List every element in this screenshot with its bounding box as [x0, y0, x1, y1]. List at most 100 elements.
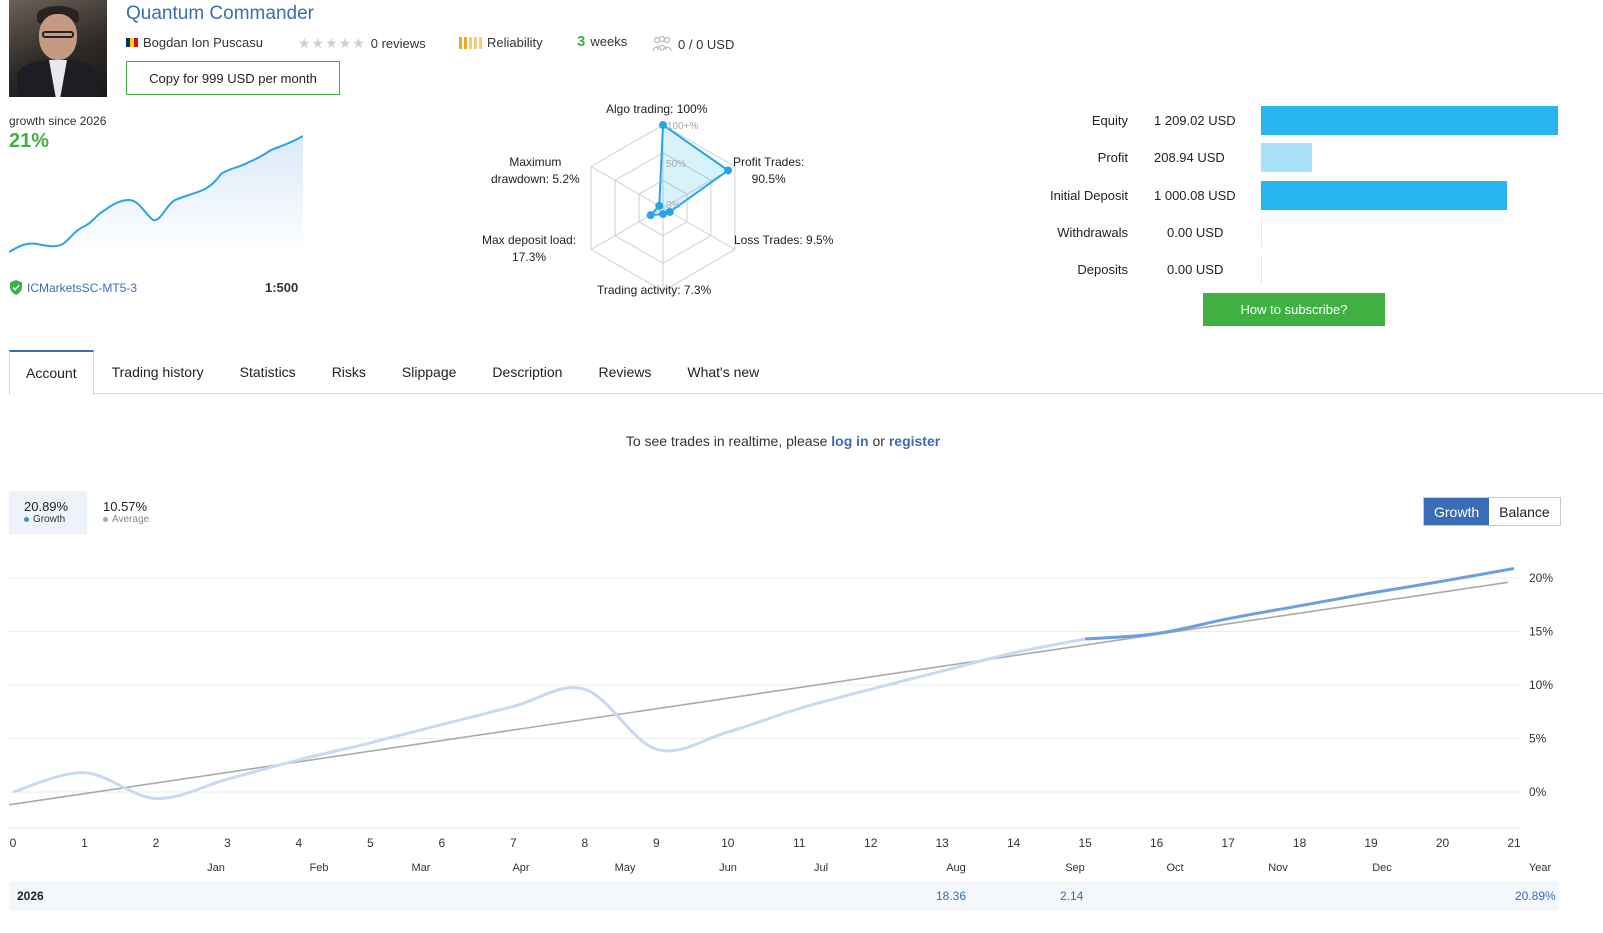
register-link[interactable]: register	[888, 433, 941, 449]
weeks-label: weeks	[590, 34, 628, 49]
tab-statistics[interactable]: Statistics	[239, 364, 296, 380]
equity-row-value: 0.00 USD	[1167, 262, 1224, 277]
romania-flag-icon	[126, 38, 138, 47]
radar-axis	[590, 166, 664, 209]
equity-row-bar	[1261, 143, 1313, 172]
equity-row-value: 1 000.08 USD	[1154, 188, 1236, 203]
growth-stat-label: Growth	[33, 514, 66, 525]
equity-row-label: Withdrawals	[1057, 225, 1128, 240]
reviews-count: 0 reviews	[370, 36, 426, 51]
radar-label-deposit-load: Max deposit load: 17.3%	[482, 233, 577, 264]
author[interactable]: Bogdan Ion Puscasu	[126, 35, 263, 50]
reliability-label: Reliability	[487, 35, 543, 50]
x-tick-label: 16	[1150, 836, 1164, 850]
radar-point	[724, 166, 733, 175]
x-tick-label: 0	[10, 836, 17, 850]
growth-stat[interactable]: 20.89% Growth	[9, 491, 87, 534]
radar-chart: 100+% 50% 0% Algo trading: 100% Profit T…	[470, 95, 860, 305]
growth-label: growth since 2026	[9, 114, 107, 128]
equity-row-value: 0.00 USD	[1167, 225, 1224, 240]
tab-trading-history[interactable]: Trading history	[111, 364, 204, 380]
subscribers-icon	[652, 35, 672, 52]
radar-point	[659, 121, 667, 129]
equity-row-label: Profit	[1097, 150, 1128, 165]
tab-slippage[interactable]: Slippage	[401, 364, 457, 380]
mini-growth-chart[interactable]	[9, 134, 303, 256]
x-tick-label: 14	[1007, 836, 1021, 850]
month-label: Oct	[1166, 862, 1183, 874]
aug-value: 18.36	[936, 889, 967, 903]
reliability-bars-icon	[459, 36, 482, 49]
chart-mode-toggle: Growth Balance	[1423, 497, 1561, 526]
year-label: 2026	[17, 889, 44, 903]
average-stat[interactable]: 10.57% Average	[88, 491, 166, 534]
radar-scale-100: 100+%	[667, 121, 699, 132]
signal-title[interactable]: Quantum Commander	[126, 3, 314, 24]
x-tick-label: 3	[224, 836, 231, 850]
copy-button[interactable]: Copy for 999 USD per month	[126, 61, 340, 95]
reviews[interactable]: ★★★★★ 0 reviews	[298, 35, 426, 52]
realtime-notice: To see trades in realtime, please log in…	[625, 433, 941, 449]
radar-label-profit-trades: Profit Trades: 90.5%	[733, 155, 805, 186]
x-tick-label: 2	[153, 836, 160, 850]
how-to-subscribe-button[interactable]: How to subscribe?	[1203, 293, 1385, 326]
x-tick-label: 17	[1221, 836, 1235, 850]
radar-scale-50: 50%	[666, 159, 686, 170]
average-stat-label: Average	[112, 514, 150, 525]
equity-row-value: 208.94 USD	[1154, 150, 1225, 165]
radar-scale-0: 0%	[666, 200, 681, 211]
equity-row-value: 1 209.02 USD	[1154, 113, 1236, 128]
x-tick-label: 7	[510, 836, 517, 850]
equity-row: Initial Deposit 1 000.08 USD	[1000, 181, 1560, 211]
series-line-average	[8, 581, 1509, 806]
month-label: Dec	[1372, 862, 1392, 874]
tab-risks[interactable]: Risks	[331, 364, 366, 380]
broker[interactable]: ICMarketsSC-MT5-3	[9, 280, 137, 295]
month-label: Jun	[719, 862, 737, 874]
equity-row-label: Initial Deposit	[1049, 188, 1128, 203]
growth-chart[interactable]: 20%15%10%5%0%0 1 2 3 4 5 6 7 8 9 10 11 12 13 14 15 16 17 1…	[0, 540, 1603, 880]
equity-row-bar	[1261, 255, 1262, 284]
tab-bar: Account Trading history Statistics Risks…	[9, 350, 1603, 395]
equity-row-label: Equity	[1091, 113, 1128, 128]
growth-toggle-button[interactable]: Growth	[1424, 498, 1490, 525]
x-tick-label: 4	[296, 836, 303, 850]
radar-axis	[662, 207, 736, 250]
series-line-growth-history	[12, 637, 1086, 800]
weeks: 3 weeks	[577, 33, 627, 50]
year-total: 20.89%	[1515, 889, 1556, 903]
radar-point	[646, 211, 655, 220]
tab-whats-new[interactable]: What's new	[687, 364, 760, 380]
month-label: Feb	[310, 862, 329, 874]
y-tick-label: 20%	[1529, 571, 1553, 585]
login-link[interactable]: log in	[831, 433, 869, 449]
month-label: Sep	[1065, 862, 1085, 874]
x-tick-label: 18	[1293, 836, 1307, 850]
tab-description[interactable]: Description	[492, 364, 563, 380]
broker-name: ICMarketsSC-MT5-3	[27, 280, 138, 295]
month-label: Apr	[512, 862, 529, 874]
month-label: May	[615, 862, 636, 874]
average-stat-value: 10.57%	[103, 499, 148, 514]
radar-label-algo: Algo trading: 100%	[606, 102, 708, 116]
radar-point	[665, 207, 674, 216]
verified-shield-icon	[10, 280, 22, 295]
tab-reviews[interactable]: Reviews	[598, 364, 652, 380]
subscribers-value: 0 / 0 USD	[678, 36, 735, 52]
equity-row: Deposits 0.00 USD	[1000, 255, 1560, 285]
subscribers: 0 / 0 USD	[651, 35, 734, 53]
growth-stat-value: 20.89%	[24, 499, 69, 514]
x-tick-label: 5	[367, 836, 374, 850]
author-avatar[interactable]	[9, 0, 107, 97]
y-tick-label: 5%	[1529, 732, 1547, 746]
equity-row-bar	[1261, 218, 1262, 247]
series-line-growth	[1085, 567, 1515, 641]
tab-account[interactable]: Account	[9, 350, 94, 395]
balance-toggle-button[interactable]: Balance	[1489, 498, 1560, 525]
month-label: Year	[1529, 862, 1552, 874]
radar-label-drawdown: Maximum drawdown: 5.2%	[491, 155, 580, 186]
month-label: Nov	[1268, 862, 1288, 874]
radar-point	[659, 210, 667, 219]
leverage: 1:500	[265, 280, 299, 295]
x-tick-label: 10	[721, 836, 735, 850]
